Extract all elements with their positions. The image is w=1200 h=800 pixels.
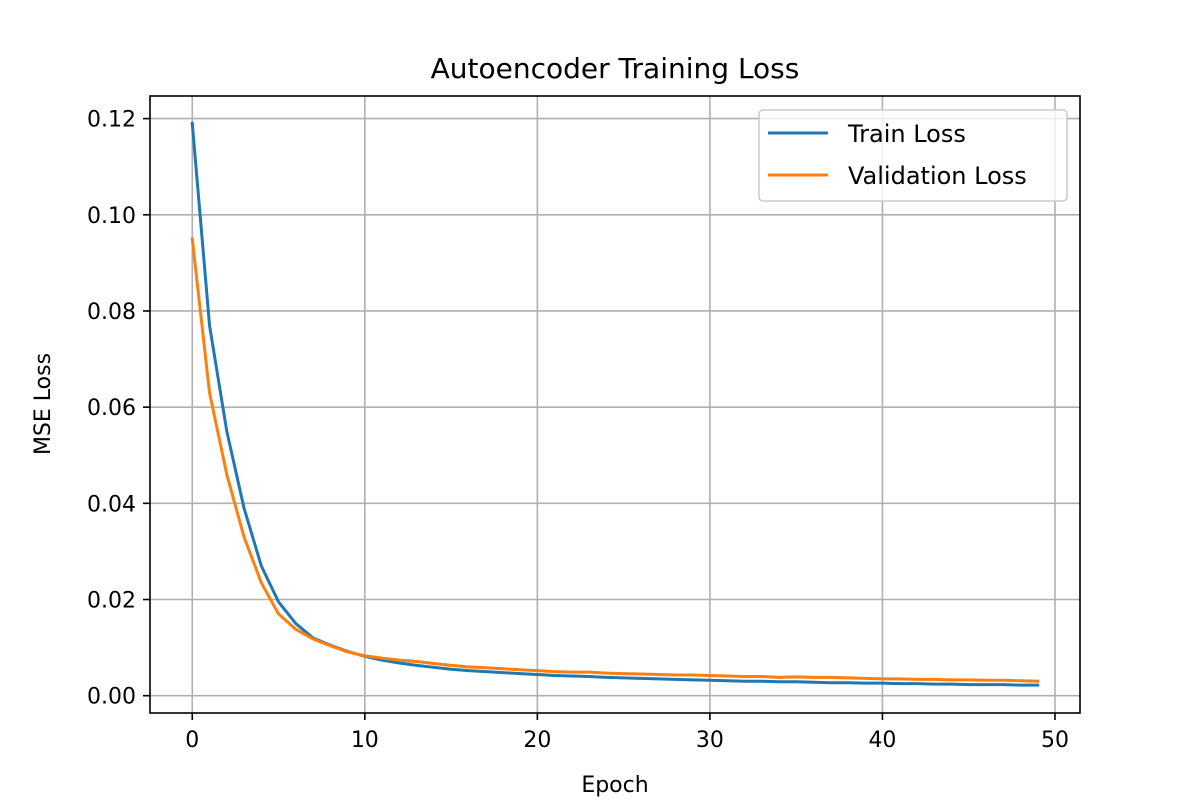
y-tick-label: 0.08 [87,300,136,325]
legend: Train Loss Validation Loss [758,109,1068,202]
legend-box [758,109,1068,202]
legend-label-validation-loss: Validation Loss [848,162,1027,190]
legend-label-train-loss: Train Loss [847,120,966,148]
y-tick-label: 0.12 [87,108,136,133]
x-tick-label: 0 [185,728,199,753]
x-tick-label: 30 [696,728,724,753]
chart-title: Autoencoder Training Loss [431,52,800,85]
y-tick-label: 0.02 [87,589,136,614]
x-tick-label: 20 [523,728,551,753]
x-axis-label: Epoch [581,773,648,798]
y-tick-label: 0.00 [87,685,136,710]
x-tick-label: 10 [351,728,379,753]
series-line-validation-loss [190,237,1040,683]
plot-frame [149,95,1081,714]
x-tick-label: 50 [1041,728,1069,753]
grid [150,96,1080,713]
axis-ticks: 0 10 20 30 40 50 0.00 0.02 0.04 0.06 0.08 0.10 0.12 [87,108,1069,753]
x-tick-label: 40 [868,728,896,753]
y-tick-label: 0.10 [87,204,136,229]
y-tick-label: 0.04 [87,492,136,517]
y-tick-label: 0.06 [87,396,136,421]
series-lines [190,121,1040,687]
y-axis-label: MSE Loss [31,353,56,455]
